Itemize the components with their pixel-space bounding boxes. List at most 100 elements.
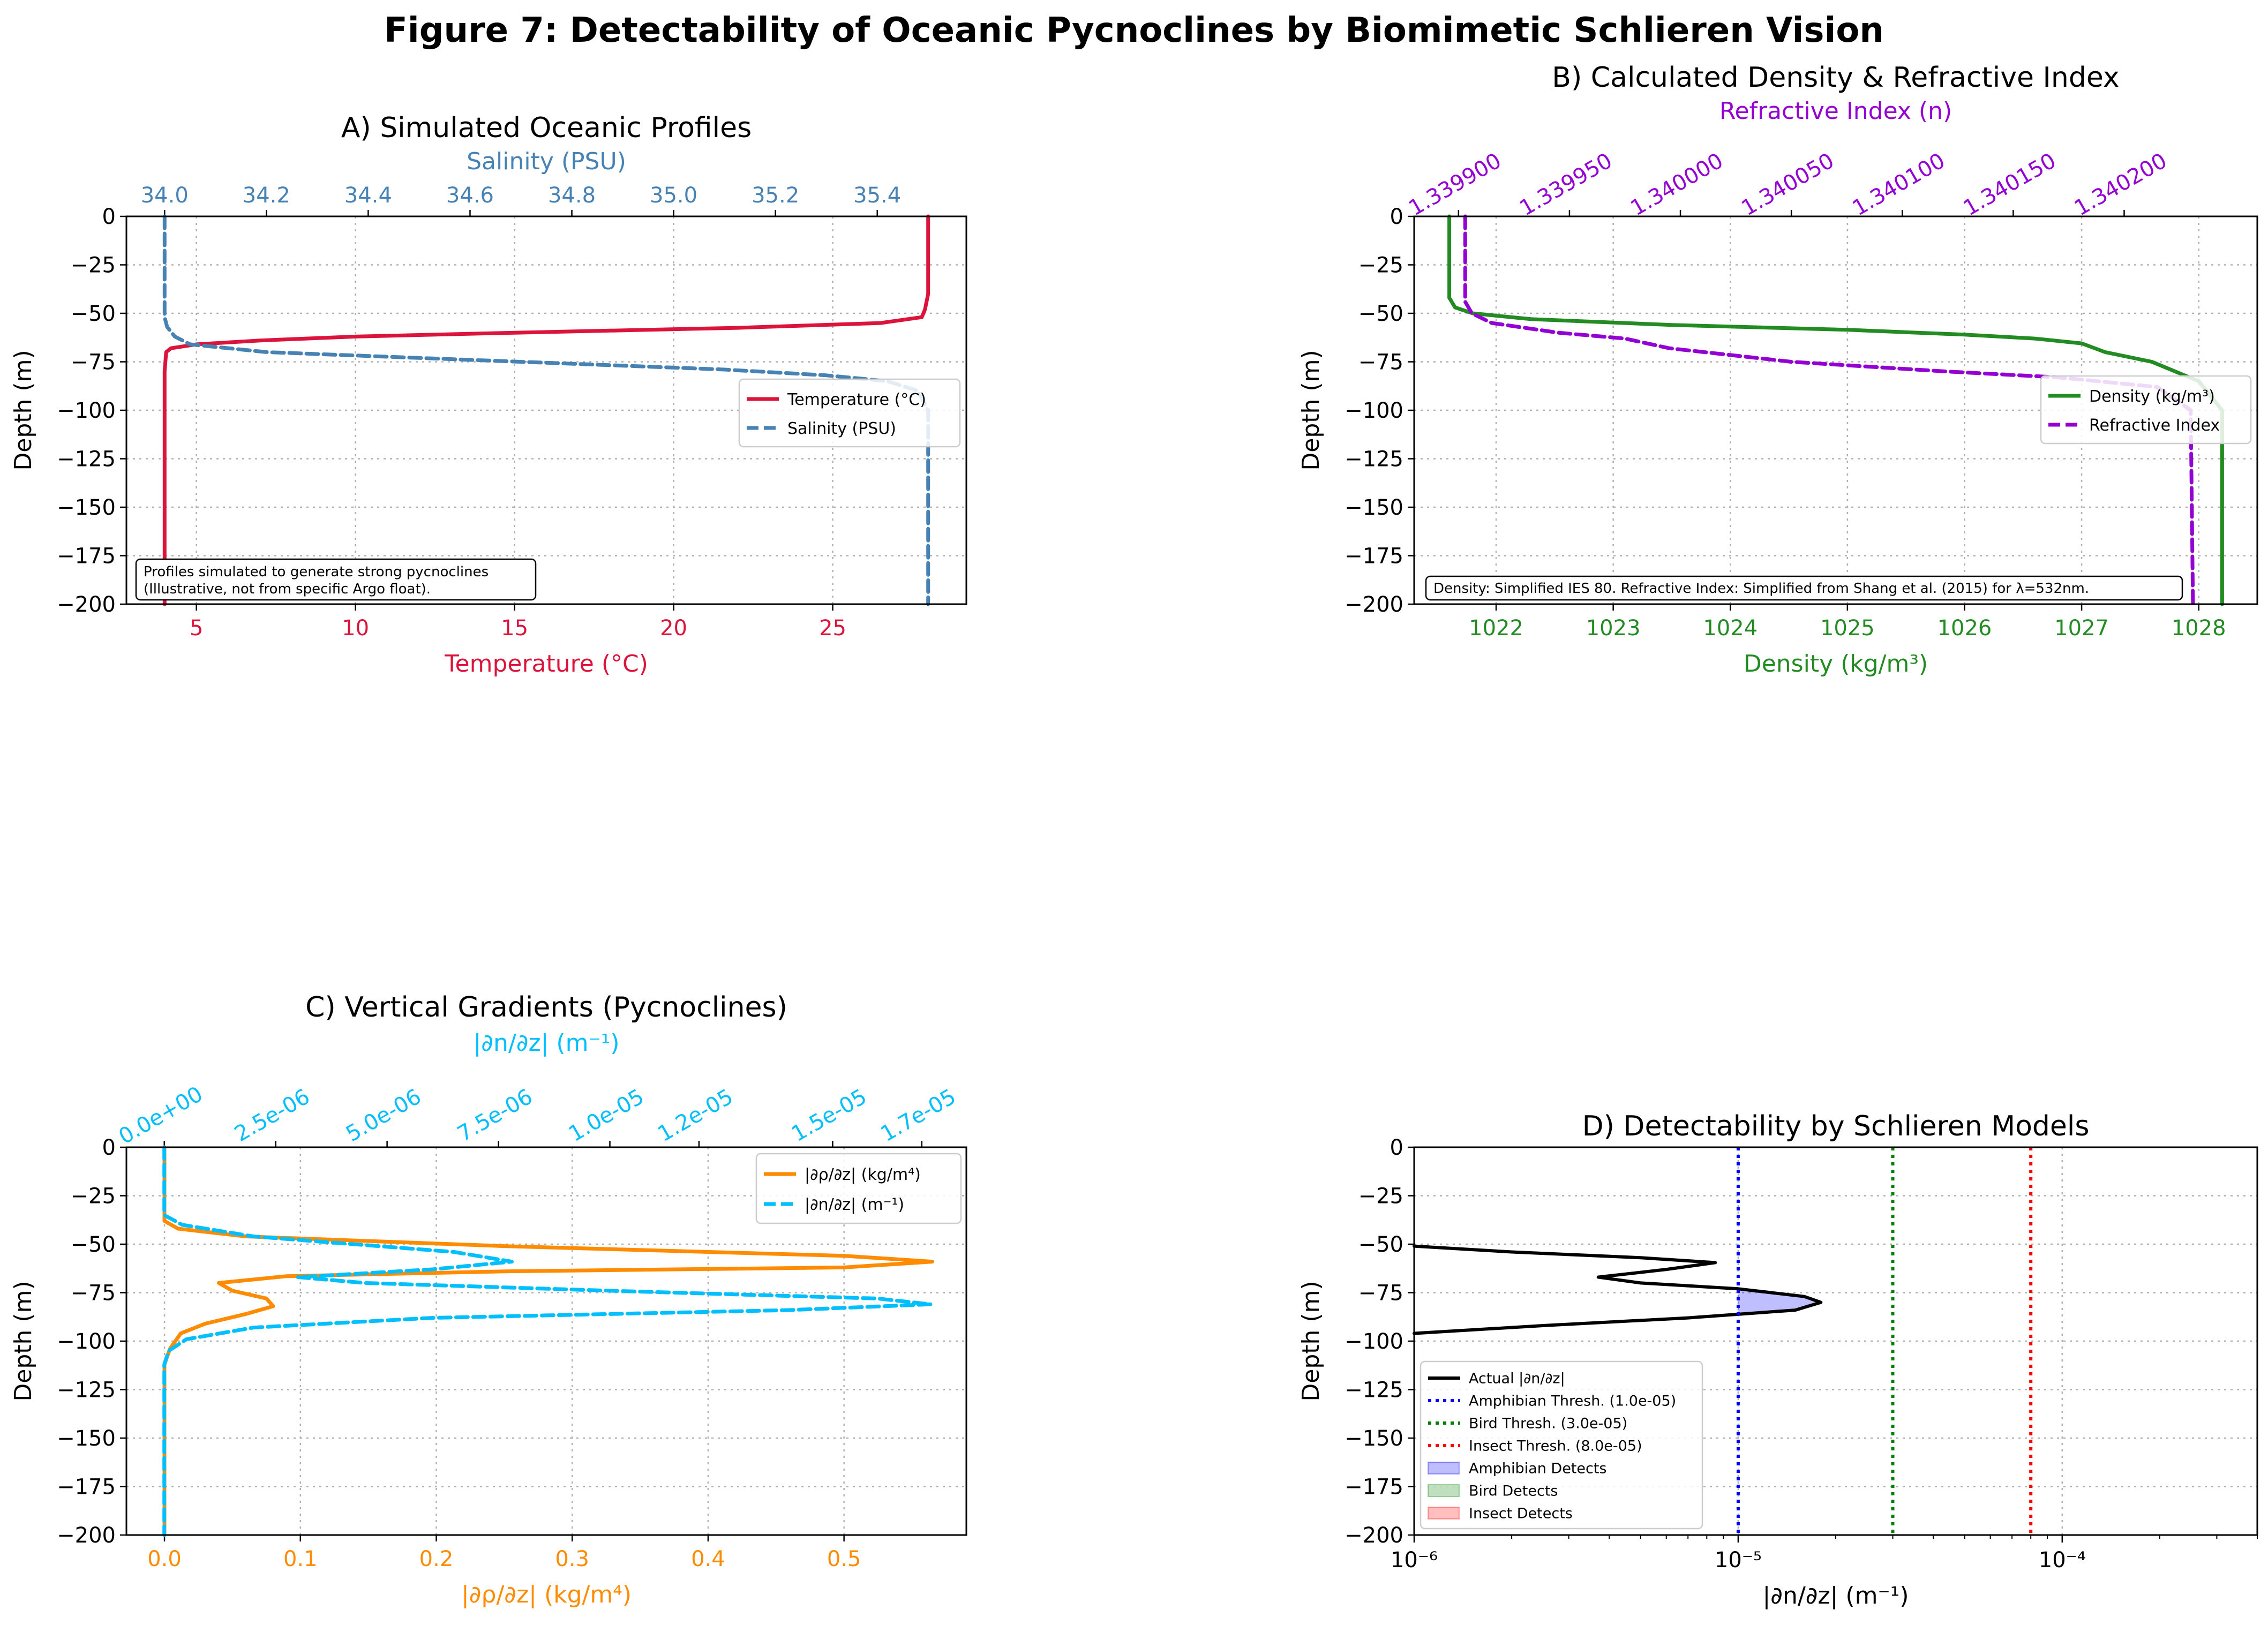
legend-entry: |∂ρ/∂z| (kg/m⁴) xyxy=(805,1165,921,1184)
panel-a-profiles: 0 −25 −50 −75 −100 −125 −150 −175 −200 Depth (m) 5… xyxy=(10,112,967,678)
y-tick-label: −200 xyxy=(57,592,116,617)
x2-tick-label: 1.340200 xyxy=(2070,148,2171,221)
x-tick-label: 0.0 xyxy=(147,1547,182,1571)
y-axis-label: Depth (m) xyxy=(10,350,37,470)
legend-entry: Bird Detects xyxy=(1469,1483,1558,1500)
x-tick-label: 1024 xyxy=(1703,616,1758,641)
y-tick-label: −25 xyxy=(1358,253,1403,278)
x2-tick-label: 1.340150 xyxy=(1959,148,2060,221)
annotation-text: Profiles simulated to generate strong py… xyxy=(144,564,489,580)
x-tick-label: 0.5 xyxy=(827,1547,861,1571)
x2-tick-label: 34.4 xyxy=(344,183,392,208)
y-tick-label: 0 xyxy=(102,1135,116,1160)
x-tick-label: 1022 xyxy=(1469,616,1523,641)
legend-entry: Amphibian Thresh. (1.0e-05) xyxy=(1469,1393,1676,1410)
x2-tick-label: 5.0e-06 xyxy=(342,1084,425,1147)
x2-tick-label: 34.8 xyxy=(548,183,596,208)
x-tick-label: 10⁻⁵ xyxy=(1715,1548,1762,1573)
x-tick-label: 0.3 xyxy=(555,1547,589,1571)
y-tick-label: −75 xyxy=(71,350,116,375)
y-axis-label: Depth (m) xyxy=(1297,350,1325,470)
x-tick-label: 1027 xyxy=(2054,616,2109,641)
y-tick-label: −25 xyxy=(1358,1184,1403,1209)
x-tick-label: 1026 xyxy=(1937,616,1992,641)
y-tick-label: −175 xyxy=(57,544,116,569)
x-tick-label: 0.2 xyxy=(419,1547,454,1571)
y-tick-label: −175 xyxy=(1345,544,1403,569)
dn-dz-line xyxy=(162,1145,933,1537)
y-tick-label: −125 xyxy=(1345,447,1403,472)
y-tick-label: −75 xyxy=(71,1281,116,1306)
x2-tick-label: 1.7e-05 xyxy=(876,1084,960,1147)
y-tick-label: −75 xyxy=(1358,1281,1403,1306)
x-tick-label: 25 xyxy=(819,616,846,641)
x2-tick-label: 0.0e+00 xyxy=(115,1082,207,1149)
y-tick-label: 0 xyxy=(1390,1135,1403,1160)
legend-entry: Insect Thresh. (8.0e-05) xyxy=(1469,1438,1642,1455)
y-tick-label: −50 xyxy=(71,302,116,326)
y-tick-label: −125 xyxy=(1345,1378,1403,1403)
axes-frame xyxy=(1413,1146,2258,1536)
y-tick-label: −150 xyxy=(57,495,116,520)
x2-tick-label: 34.2 xyxy=(243,183,290,208)
panel-c-gradients: 0 −25 −50 −75 −100 −125 −150 −175 −200 Depth (m) 0… xyxy=(10,991,967,1608)
x2-tick-label: 34.0 xyxy=(141,183,189,208)
panel-d-title: D) Detectability by Schlieren Models xyxy=(1582,1110,2090,1142)
x2-axis-label: |∂n/∂z| (m⁻¹) xyxy=(473,1029,619,1057)
x2-tick-label: 35.0 xyxy=(650,183,697,208)
x-axis-label: Temperature (°C) xyxy=(444,650,648,678)
x2-tick-label: 35.4 xyxy=(853,183,901,208)
x2-tick-label: 7.5e-06 xyxy=(453,1084,537,1147)
x-tick-label: 1025 xyxy=(1820,616,1875,641)
x2-tick-label: 1.340100 xyxy=(1849,148,1949,221)
actual-dn-dz-line xyxy=(1413,1244,1823,1335)
x2-tick-label: 35.2 xyxy=(752,183,799,208)
panel-b-density-refractive: 0 −25 −50 −75 −100 −125 −150 −175 −200 Depth (m) 1… xyxy=(1297,62,2258,678)
x-tick-label: 10⁻⁶ xyxy=(1391,1548,1438,1573)
y-tick-label: 0 xyxy=(102,205,116,229)
y-tick-label: −175 xyxy=(1345,1475,1403,1500)
legend-box xyxy=(2040,375,2252,445)
y-tick-label: −150 xyxy=(57,1426,116,1451)
y-tick-label: −100 xyxy=(1345,1329,1403,1354)
y-tick-label: −150 xyxy=(1345,1426,1403,1451)
figure-suptitle: Figure 7: Detectability of Oceanic Pycno… xyxy=(384,11,1884,50)
temperature-line xyxy=(162,214,930,606)
x-tick-label: 20 xyxy=(660,616,687,641)
legend-entry: Actual |∂n/∂z| xyxy=(1469,1371,1565,1387)
x-axis-label: Density (kg/m³) xyxy=(1744,650,1928,678)
x2-tick-label: 1.340050 xyxy=(1738,148,1838,221)
legend-box xyxy=(738,378,961,448)
y-tick-label: −125 xyxy=(57,447,116,472)
y-tick-label: −100 xyxy=(57,1329,116,1354)
x2-tick-label: 2.5e-06 xyxy=(230,1084,314,1147)
y-tick-label: −100 xyxy=(1345,398,1403,423)
panel-b-title: B) Calculated Density & Refractive Index xyxy=(1552,62,2119,94)
y-tick-label: −200 xyxy=(1345,1523,1403,1548)
x2-tick-label: 1.339950 xyxy=(1515,148,1616,221)
x2-axis-label: Refractive Index (n) xyxy=(1719,97,1952,125)
axes-frame xyxy=(125,1146,967,1536)
legend-entry: Amphibian Detects xyxy=(1469,1461,1607,1477)
y-tick-label: −50 xyxy=(1358,302,1403,326)
x-tick-label: 1028 xyxy=(2172,616,2226,641)
legend-box xyxy=(1420,1360,1703,1530)
y-tick-label: −75 xyxy=(1358,350,1403,375)
x-tick-label: 15 xyxy=(501,616,528,641)
x-axis-label: |∂ρ/∂z| (kg/m⁴) xyxy=(461,1581,632,1608)
x-tick-label: 1023 xyxy=(1586,616,1641,641)
y-tick-label: −125 xyxy=(57,1378,116,1403)
x2-tick-label: 34.6 xyxy=(446,183,494,208)
y-tick-label: 0 xyxy=(1390,205,1403,229)
x2-tick-label: 1.0e-05 xyxy=(565,1084,648,1147)
y-axis-label: Depth (m) xyxy=(10,1281,37,1401)
x2-tick-label: 1.5e-05 xyxy=(787,1084,871,1147)
legend-entry: Refractive Index xyxy=(2089,416,2220,435)
x2-tick-label: 1.339900 xyxy=(1405,148,1505,221)
legend-entry: |∂n/∂z| (m⁻¹) xyxy=(805,1195,904,1214)
annotation-text: (Illustrative, not from specific Argo fl… xyxy=(144,581,431,597)
legend-entry: Density (kg/m³) xyxy=(2089,387,2215,406)
density-line xyxy=(1447,214,2224,606)
x-tick-label: 0.4 xyxy=(691,1547,725,1571)
